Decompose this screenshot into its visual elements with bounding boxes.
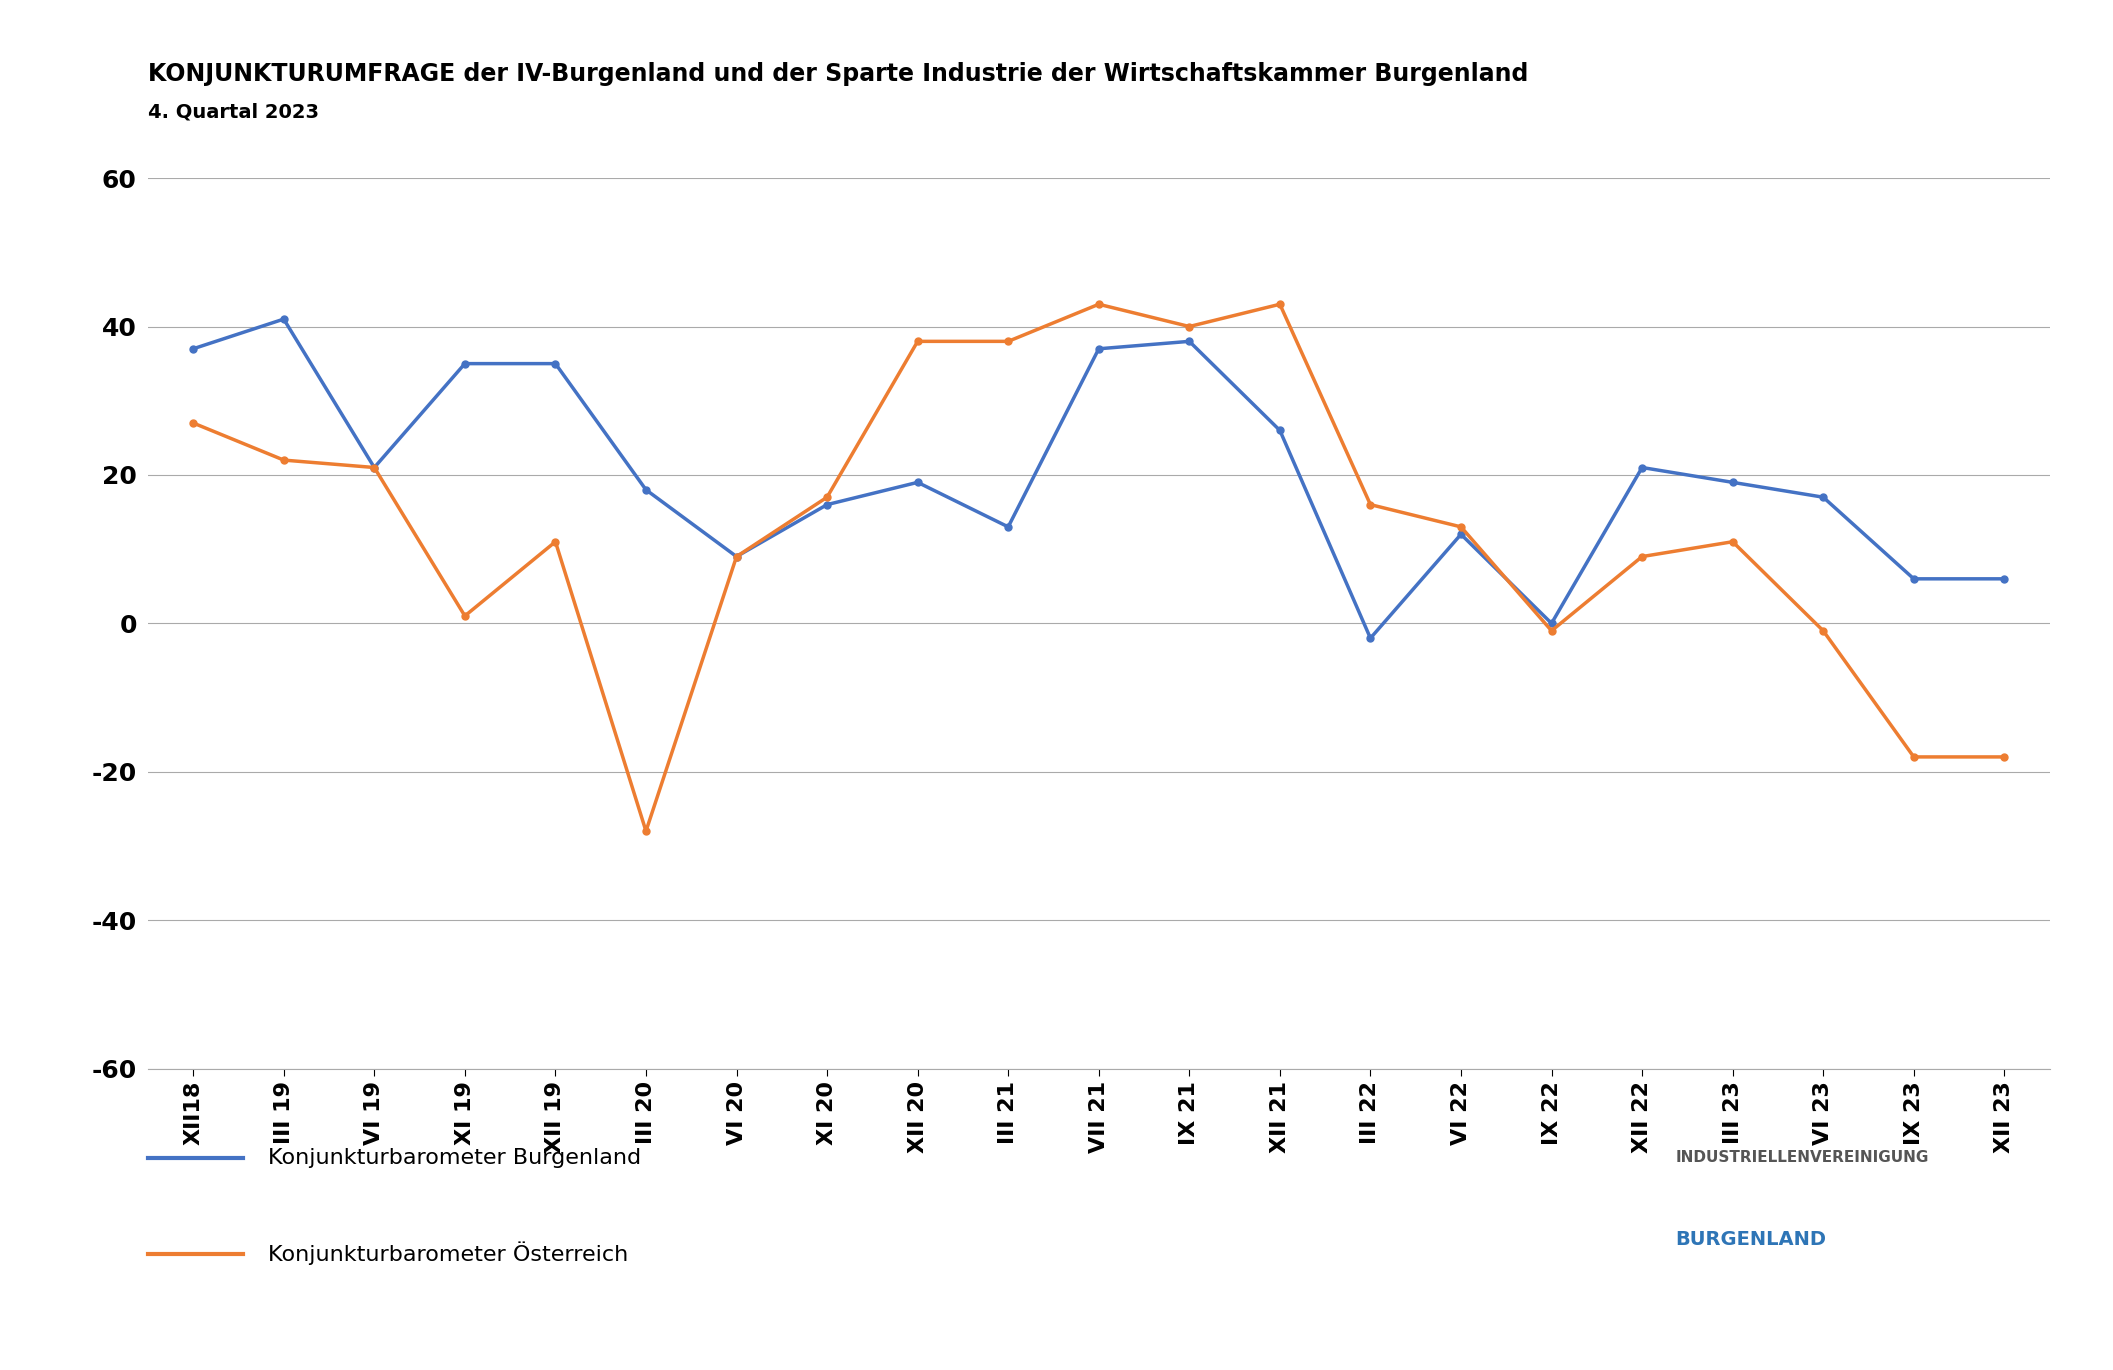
Text: v: v — [1591, 1188, 1621, 1230]
Text: i: i — [1553, 1175, 1568, 1218]
Text: 4. Quartal 2023: 4. Quartal 2023 — [148, 103, 319, 122]
Text: Konjunkturbarometer Österreich: Konjunkturbarometer Österreich — [268, 1241, 628, 1266]
Text: Konjunkturbarometer Burgenland: Konjunkturbarometer Burgenland — [268, 1148, 642, 1167]
Text: INDUSTRIELLENVEREINIGUNG: INDUSTRIELLENVEREINIGUNG — [1676, 1151, 1929, 1164]
Text: BURGENLAND: BURGENLAND — [1676, 1230, 1826, 1249]
Text: KONJUNKTURUMFRAGE der IV-Burgenland und der Sparte Industrie der Wirtschaftskamm: KONJUNKTURUMFRAGE der IV-Burgenland und … — [148, 62, 1528, 86]
